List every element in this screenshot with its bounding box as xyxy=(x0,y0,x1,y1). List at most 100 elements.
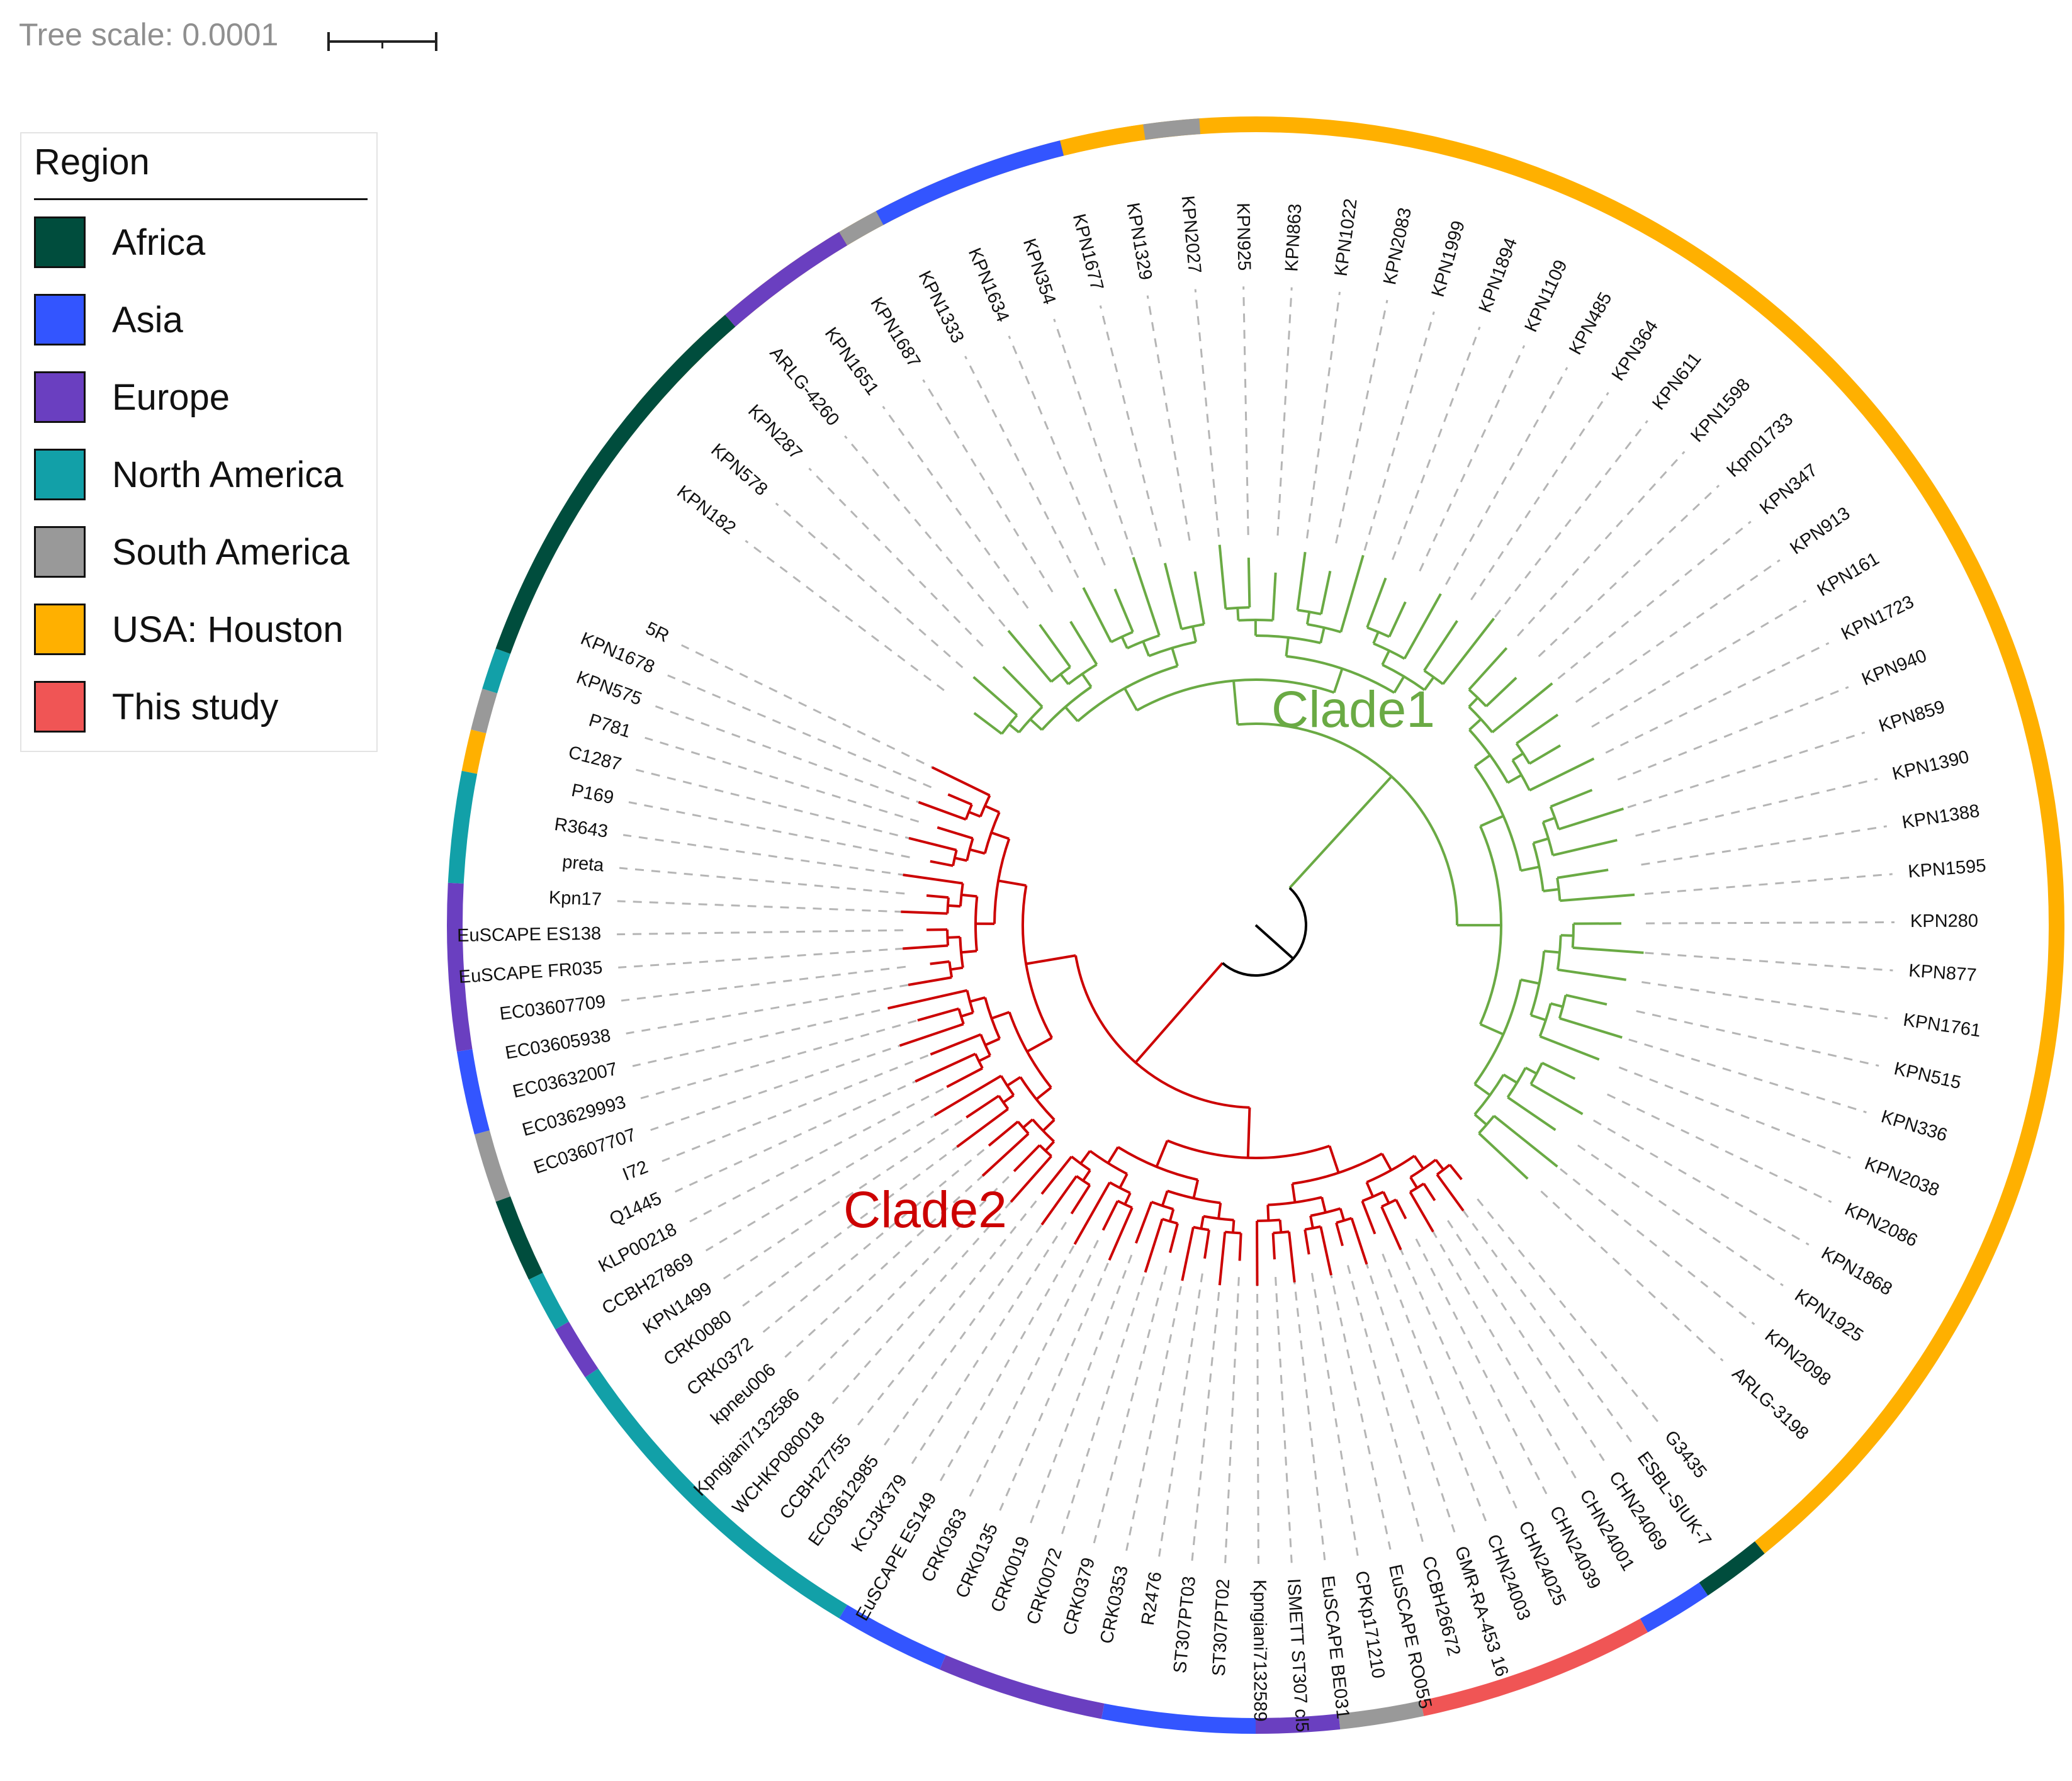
clade1-leader-kpn515 xyxy=(1636,1010,1879,1067)
legend-swatch-this-study xyxy=(34,681,86,733)
clade2-branch-leaf-41 xyxy=(930,960,950,965)
ring-segment-14-asia xyxy=(456,1049,490,1135)
clade1-branch-stem-25-27 xyxy=(1512,752,1524,761)
tip-label-p169: P169 xyxy=(570,780,616,808)
clade2-branch-arc-29-31 xyxy=(1016,1120,1030,1135)
tip-label-kpn877: KPN877 xyxy=(1908,961,1977,986)
clade1-branch-stem-0-6 xyxy=(1064,706,1079,722)
clade2-branch-leaf-4 xyxy=(1395,1199,1407,1220)
clade1-branch-stem-11-17 xyxy=(1285,637,1290,656)
ring-segment-9-north_america xyxy=(585,1368,848,1619)
clade2-branch-stem-18-20 xyxy=(1168,1208,1175,1222)
clade1-leader-kpn1894 xyxy=(1392,326,1481,560)
clade2-branch-leaf-37 xyxy=(899,1023,964,1047)
clade2-leader-euscape-es138 xyxy=(617,929,904,936)
clade1-branch-stem-28-33 xyxy=(1520,865,1540,872)
clade1-leader-kpn1595 xyxy=(1644,873,1893,895)
clade2-branch-stem-37-39 xyxy=(960,1011,974,1018)
clade2-branch-leaf-34 xyxy=(946,1067,983,1088)
clade1-leader-kpn913 xyxy=(1575,559,1781,703)
clade1-branch-leaf-18 xyxy=(1388,601,1407,638)
clade1-branch-stem-9-11 xyxy=(1191,626,1198,643)
legend-divider xyxy=(34,198,368,200)
clade1-branch-leaf-25 xyxy=(1516,713,1559,744)
clade1-leader-kpn1388 xyxy=(1641,825,1887,866)
ring-segment-18-south_america xyxy=(471,688,498,734)
clade1-branch-leaf-36 xyxy=(1565,994,1607,1006)
legend-item-south-america: South America xyxy=(34,526,374,583)
clade2-leader-crk0363 xyxy=(969,1240,1099,1497)
clade1-branch-leaf-26 xyxy=(1528,744,1562,765)
clade2-branch-leaf-24 xyxy=(1070,1184,1091,1215)
clade1-branch-arc-22-24 xyxy=(1468,688,1487,707)
tree-scale-tick xyxy=(381,43,383,48)
tip-label-kpn485: KPN485 xyxy=(1565,289,1616,358)
tip-label-kpn1761: KPN1761 xyxy=(1902,1010,1982,1042)
clade2-branch-stem-44-47 xyxy=(961,893,977,898)
clade2-leader-i72 xyxy=(662,1054,929,1162)
clade2-branch-leaf-29 xyxy=(981,1132,1030,1177)
clade1-branch-leaf-32 xyxy=(1560,893,1635,902)
clade1-branch-stem-33-44 xyxy=(1480,1023,1504,1036)
clade2-branch-stem-40-53 xyxy=(998,879,1027,887)
tip-label-kpn17: Kpn17 xyxy=(548,887,602,909)
clade1-branch-stem-0-44 xyxy=(1327,775,1393,847)
tip-label-kpn2038: KPN2038 xyxy=(1862,1154,1942,1201)
clade1-leader-kpn2083 xyxy=(1335,300,1388,544)
clade1-branch-leaf-14 xyxy=(1296,551,1307,610)
clade1-branch-stem-31-33 xyxy=(1543,888,1559,892)
clade1-leader-kpn1333 xyxy=(964,356,1079,578)
tip-label-c1287: C1287 xyxy=(566,742,624,775)
clade1-branch-arc-36-39 xyxy=(1538,1003,1552,1037)
clade2-branch-leaf-17 xyxy=(1181,1227,1195,1281)
clade1-branch-arc-0-6 xyxy=(1040,685,1092,731)
clade1-branch-leaf-34 xyxy=(1572,946,1644,954)
clade1-branch-leaf-17 xyxy=(1366,577,1387,628)
clade1-branch-arc-25-27 xyxy=(1515,743,1531,765)
clade1-branch-leaf-9 xyxy=(1163,563,1183,630)
tip-label-kpn1595: KPN1595 xyxy=(1907,856,1986,882)
tip-label-arlg-3198: ARLG-3198 xyxy=(1728,1364,1813,1444)
clade2-branch-stem-40-42 xyxy=(950,966,964,971)
tip-label-kpn1925: KPN1925 xyxy=(1791,1285,1867,1346)
ring-segment-10-europe xyxy=(555,1322,599,1378)
clade1-branch-leaf-29 xyxy=(1558,807,1624,831)
clade2-branch-arc-50-52 xyxy=(964,804,973,820)
clade2-branch-stem-7-14 xyxy=(1291,1183,1297,1203)
clade1-leader-kpn1723 xyxy=(1605,642,1830,754)
clade1-branch-leaf-41 xyxy=(1507,1096,1557,1132)
clade2-branch-leaf-18 xyxy=(1168,1223,1179,1254)
tip-label-kpn1723: KPN1723 xyxy=(1838,592,1917,644)
clade1-leader-kpn877 xyxy=(1645,952,1893,972)
clade1-branch-stem-17-20 xyxy=(1381,649,1390,666)
clade1-branch-leaf-5 xyxy=(1069,621,1098,665)
clade2-branch-leaf-14 xyxy=(1238,1233,1242,1261)
clade1-leader-kpn2038 xyxy=(1618,1066,1851,1159)
ring-segment-1-africa xyxy=(1699,1541,1765,1596)
clade2-branch-leaf-31 xyxy=(956,1108,1009,1148)
clade2-branch-arc-24-27 xyxy=(1071,1155,1091,1172)
clade1-leader-kpn287 xyxy=(808,468,984,647)
clade1-leader-kpn182 xyxy=(745,539,945,692)
tip-label-st307pt03: ST307PT03 xyxy=(1170,1575,1200,1674)
ring-segment-12-africa xyxy=(495,1196,543,1280)
tip-leader-lines xyxy=(617,286,1895,1564)
tip-label-kpn336: KPN336 xyxy=(1879,1106,1950,1145)
clade2-branch-leaf-23 xyxy=(1073,1181,1111,1245)
tree-branches xyxy=(887,544,1644,1286)
clade2-label: Clade2 xyxy=(843,1181,1007,1239)
clade2-branch-arc-37-39 xyxy=(957,1008,965,1025)
clade2-branch-leaf-35 xyxy=(915,1052,976,1083)
clade2-root-stem xyxy=(1192,962,1224,997)
clade1-branch-arc-0-2 xyxy=(1001,714,1018,735)
tip-label-ec03607709: EC03607709 xyxy=(498,992,607,1025)
clade2-branch-stem-0-27 xyxy=(1246,1107,1251,1158)
clade2-leader-esbl-siuk-7 xyxy=(1462,1210,1633,1442)
clade2-branch-leaf-15 xyxy=(1218,1232,1227,1286)
clade2-branch-stem-7-9 xyxy=(1339,1208,1346,1222)
tip-label-r2476: R2476 xyxy=(1138,1570,1166,1626)
clade1-branch-stem-28-30 xyxy=(1542,816,1556,824)
tip-label-preta: preta xyxy=(561,852,605,876)
tip-label-kpn940: KPN940 xyxy=(1859,646,1930,690)
clade2-branch-stem-0-4 xyxy=(1413,1155,1425,1170)
